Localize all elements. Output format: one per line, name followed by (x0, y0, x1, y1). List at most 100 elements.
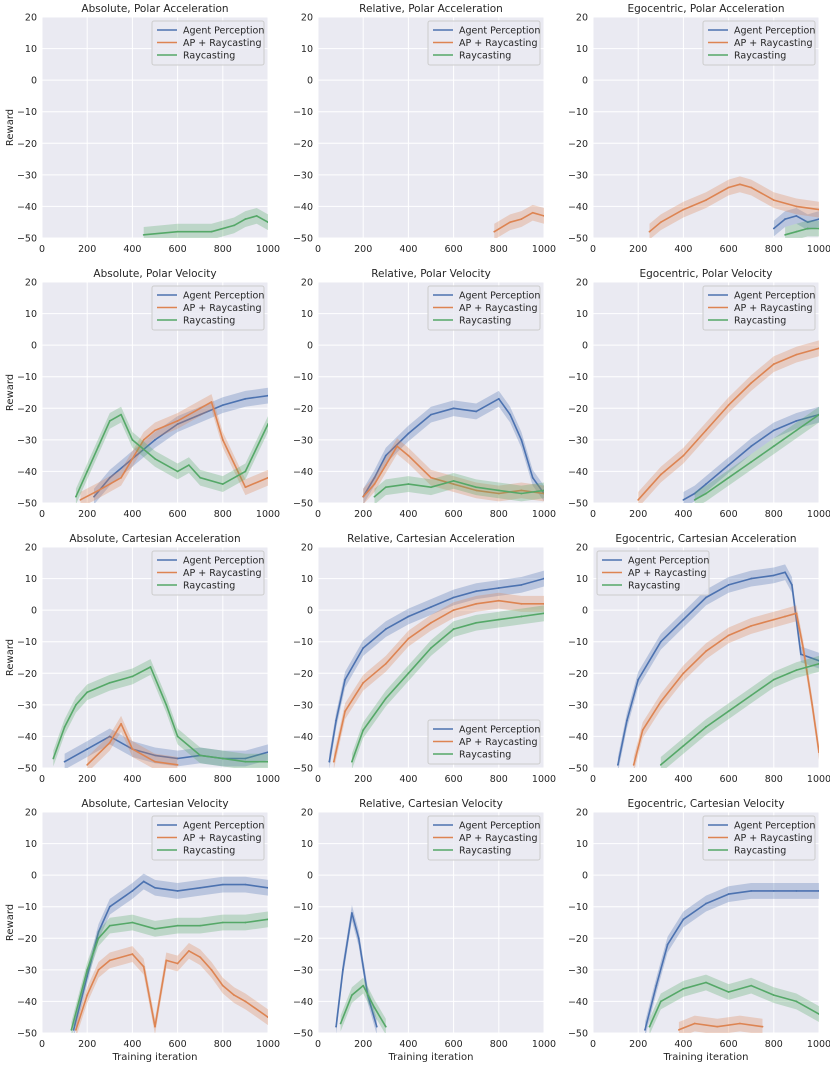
data-point (384, 454, 387, 457)
y-tick-label: 10 (301, 44, 313, 55)
chart-title: Absolute, Polar Acceleration (81, 3, 228, 15)
data-point (666, 943, 669, 946)
y-tick-label: 20 (301, 278, 313, 289)
x-tick-label: 1000 (807, 1039, 830, 1050)
data-point (267, 918, 268, 921)
legend-box (427, 20, 541, 66)
y-tick-label: −10 (568, 107, 588, 118)
x-tick-label: 600 (169, 774, 187, 785)
data-point (727, 404, 730, 407)
y-tick-label: −50 (568, 499, 588, 510)
x-tick-label: 0 (39, 509, 45, 520)
data-point (705, 429, 707, 432)
chart-panel: 0 200 400 600 800 1000 20 10 0 −10 −20 −30 −40 −50 Rel… (293, 798, 556, 1063)
legend-entry: AP + Raycasting (459, 38, 537, 49)
x-tick-label: 600 (720, 509, 738, 520)
data-point (154, 886, 156, 889)
data-point (750, 445, 753, 448)
y-tick-label: −10 (17, 107, 37, 118)
data-point (335, 719, 337, 722)
data-point (772, 618, 775, 621)
data-point (233, 224, 236, 227)
data-point (659, 1000, 662, 1003)
y-tick-label: 20 (25, 13, 37, 24)
data-point (120, 413, 122, 416)
x-tick-label: 400 (123, 244, 141, 255)
y-tick-label: −10 (293, 372, 313, 383)
y-tick-label: 10 (25, 839, 37, 850)
data-point (795, 429, 798, 432)
data-point (131, 921, 134, 924)
series-band (143, 208, 268, 238)
data-point (339, 1022, 342, 1025)
x-tick-label: 0 (315, 244, 321, 255)
data-point (727, 710, 730, 713)
x-tick-label: 600 (720, 774, 738, 785)
data-point (806, 221, 809, 224)
y-tick-label: −10 (293, 107, 313, 118)
data-point (373, 476, 376, 479)
data-point (199, 413, 202, 416)
data-point (375, 1025, 378, 1028)
data-point (520, 218, 523, 220)
data-point (727, 464, 730, 467)
x-tick-label: 800 (765, 244, 783, 255)
chart-title: Absolute, Cartesian Velocity (81, 798, 228, 810)
legend-entry: Agent Perception (183, 556, 264, 567)
data-point (267, 476, 268, 479)
data-point (63, 726, 66, 728)
data-point (772, 678, 775, 681)
data-point (199, 924, 202, 927)
data-point (210, 230, 213, 233)
data-point (407, 637, 410, 640)
y-tick-label: 20 (25, 808, 37, 819)
data-point (199, 956, 202, 959)
series-line (784, 227, 819, 236)
legend-entry: Agent Perception (459, 291, 540, 302)
data-point (727, 893, 730, 895)
data-point (384, 464, 387, 467)
y-axis-label: Reward (5, 904, 16, 941)
data-point (795, 215, 798, 217)
data-point (165, 703, 168, 706)
data-point (818, 347, 819, 350)
x-tick-label: 0 (590, 244, 596, 255)
x-tick-label: 200 (78, 244, 96, 255)
y-tick-label: 0 (307, 341, 313, 352)
data-point (244, 397, 247, 400)
data-point (108, 741, 111, 744)
data-point (221, 984, 224, 987)
data-point (750, 694, 753, 697)
data-point (244, 757, 247, 760)
y-tick-label: −10 (17, 902, 37, 913)
chart-title: Relative, Polar Velocity (371, 268, 491, 280)
legend-box (151, 285, 265, 331)
data-point (362, 729, 365, 732)
legend-entry: Raycasting (734, 846, 786, 857)
y-tick-label: 20 (301, 808, 313, 819)
data-point (739, 183, 741, 186)
y-tick-label: 0 (582, 871, 588, 882)
data-point (761, 1025, 764, 1028)
data-point (430, 647, 432, 649)
series-group (70, 873, 268, 1033)
series-line (648, 183, 819, 233)
data-point (497, 599, 500, 602)
data-point (154, 754, 156, 757)
data-point (210, 401, 213, 403)
data-point (497, 492, 500, 495)
data-point (176, 470, 179, 473)
data-point (693, 498, 696, 501)
x-tick-label: 600 (720, 1039, 738, 1050)
y-tick-label: −30 (568, 170, 588, 181)
y-tick-label: −10 (17, 372, 37, 383)
data-point (176, 735, 179, 738)
data-point (705, 199, 707, 202)
y-tick-label: 10 (576, 574, 588, 585)
data-point (772, 574, 775, 577)
x-tick-label: 0 (39, 244, 45, 255)
data-point (430, 621, 432, 624)
y-tick-label: 20 (301, 543, 313, 554)
